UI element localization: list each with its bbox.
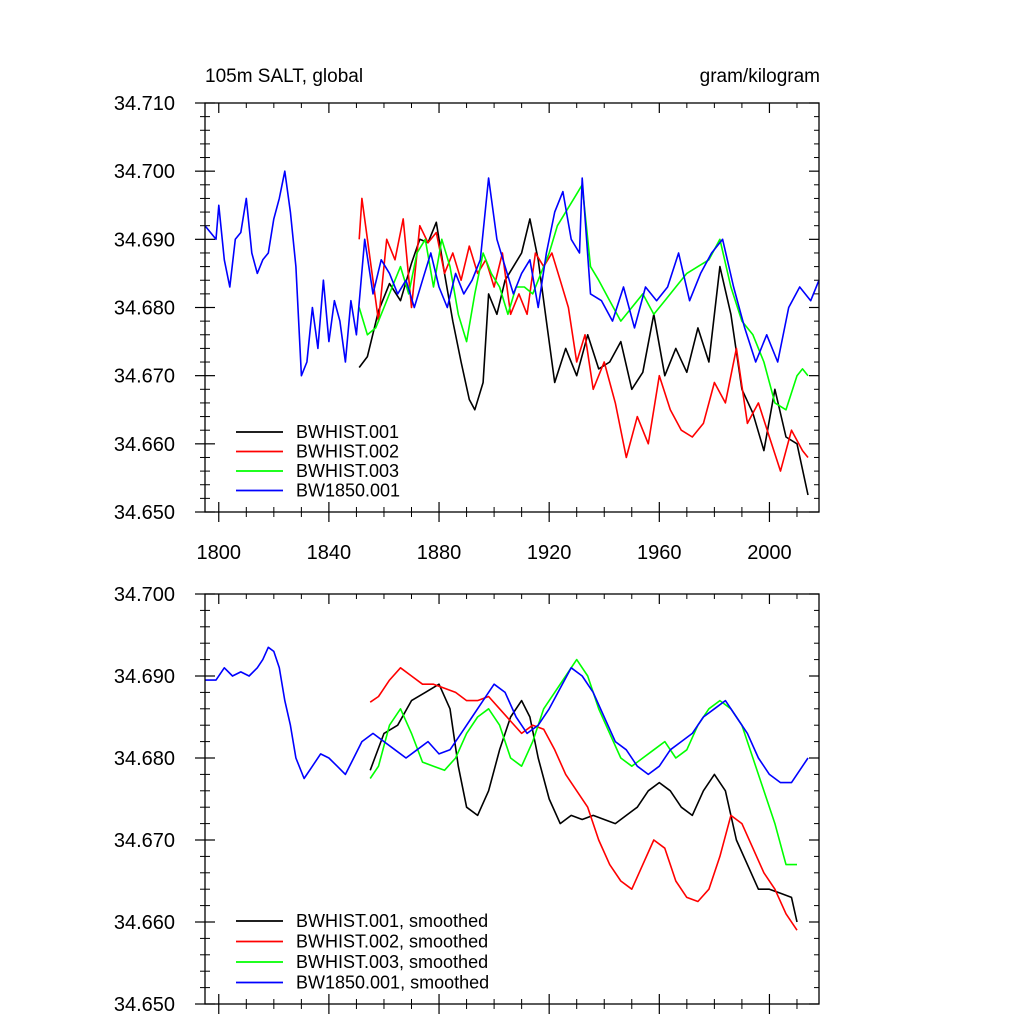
x-tick-label: 1800 bbox=[197, 542, 242, 564]
y-tick-label: 34.690 bbox=[114, 229, 175, 251]
y-tick-label: 34.670 bbox=[114, 830, 175, 852]
x-tick-label: 1880 bbox=[417, 542, 462, 564]
bottom-series-lines bbox=[205, 646, 809, 931]
x-tick-label: 1920 bbox=[527, 542, 572, 564]
series-line bbox=[369, 683, 798, 923]
legend-label: BW1850.001 bbox=[296, 481, 400, 501]
chart-title: 105m SALT, global bbox=[205, 66, 363, 87]
top-x-tick-labels: 1800 1840 1880 1920 1960 2000 bbox=[197, 542, 792, 564]
top-series-lines bbox=[204, 170, 820, 496]
bottom-y-tick-labels: 34.650 34.660 34.670 34.680 34.690 34.700 bbox=[114, 584, 175, 1016]
y-tick-label: 34.660 bbox=[114, 912, 175, 934]
y-tick-label: 34.670 bbox=[114, 366, 175, 388]
bottom-tick-marks bbox=[195, 593, 819, 1014]
legend-label: BWHIST.002, smoothed bbox=[296, 932, 488, 952]
x-tick-label: 1840 bbox=[307, 542, 352, 564]
legend-label: BWHIST.003 bbox=[296, 461, 399, 481]
legend-label: BWHIST.003, smoothed bbox=[296, 952, 488, 972]
y-tick-label: 34.650 bbox=[114, 502, 175, 524]
bottom-panel: 34.650 34.660 34.670 34.680 34.690 34.700 BWH… bbox=[114, 584, 820, 1016]
legend-label: BW1850.001, smoothed bbox=[296, 973, 489, 993]
series-line bbox=[369, 666, 798, 931]
y-tick-label: 34.680 bbox=[114, 748, 175, 770]
series-line bbox=[205, 646, 809, 784]
y-tick-label: 34.650 bbox=[114, 994, 175, 1016]
legend-label: BWHIST.001 bbox=[296, 422, 399, 442]
y-tick-label: 34.700 bbox=[114, 584, 175, 606]
top-tick-marks bbox=[195, 102, 819, 522]
series-line bbox=[358, 184, 809, 411]
bottom-plot-frame bbox=[204, 593, 820, 1005]
top-plot-frame bbox=[204, 102, 820, 513]
legend-label: BWHIST.001, smoothed bbox=[296, 911, 488, 931]
series-line bbox=[358, 218, 809, 496]
x-tick-label: 1960 bbox=[637, 542, 682, 564]
y-tick-label: 34.710 bbox=[114, 93, 175, 115]
top-panel: 105m SALT, global gram/kilogram 34.65034… bbox=[114, 66, 820, 564]
x-tick-label: 2000 bbox=[747, 542, 792, 564]
legend-label: BWHIST.002 bbox=[296, 442, 399, 462]
y-tick-label: 34.660 bbox=[114, 434, 175, 456]
y-tick-label: 34.690 bbox=[114, 666, 175, 688]
y-tick-label: 34.700 bbox=[114, 161, 175, 183]
top-y-tick-labels: 34.650 34.660 34.670 34.680 34.690 34.700 34.7… bbox=[114, 93, 175, 524]
series-line bbox=[204, 170, 820, 377]
units-label: gram/kilogram bbox=[700, 66, 820, 87]
series-line bbox=[358, 197, 809, 472]
series-line bbox=[369, 658, 797, 866]
y-tick-label: 34.680 bbox=[114, 298, 175, 320]
